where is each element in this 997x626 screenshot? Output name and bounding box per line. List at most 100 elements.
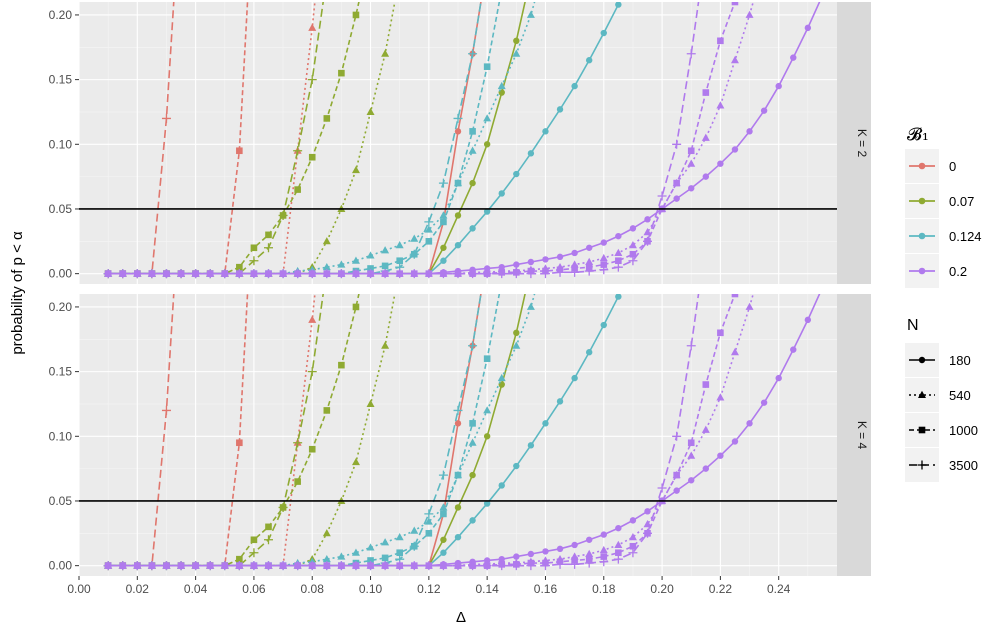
data-point xyxy=(366,251,375,259)
data-point xyxy=(542,128,549,135)
color-legend-label: 0 xyxy=(949,159,956,174)
data-point xyxy=(629,225,637,232)
data-point xyxy=(264,269,273,279)
x-axis: 0.00 0.02 0.04 0.06 0.08 0.10 0.12 0.14 0.16 0.18… xyxy=(67,576,791,596)
color-legend-title: 𝓑₁ xyxy=(907,125,929,145)
data-point xyxy=(600,261,608,268)
data-point xyxy=(688,185,695,192)
data-point xyxy=(673,487,680,494)
data-point xyxy=(236,263,243,271)
data-point xyxy=(585,57,593,64)
data-point xyxy=(716,393,725,401)
data-point xyxy=(688,477,695,484)
data-point xyxy=(395,240,404,249)
data-point xyxy=(745,302,754,310)
shape-legend-label: 3500 xyxy=(949,458,978,473)
data-point xyxy=(380,269,390,279)
data-point xyxy=(308,315,317,323)
data-point xyxy=(657,191,667,201)
data-point xyxy=(381,49,390,57)
data-point xyxy=(278,561,288,571)
facet-strip-label: K = 4 xyxy=(855,421,869,450)
shape-legend-item: 3500 xyxy=(905,448,978,482)
data-point xyxy=(338,69,345,77)
data-point xyxy=(438,269,448,279)
data-point xyxy=(513,261,520,268)
data-point xyxy=(103,269,113,279)
y-tick-label: 0.10 xyxy=(49,137,73,151)
data-point xyxy=(453,113,463,123)
y-tick-label: 0.10 xyxy=(49,429,73,443)
data-point xyxy=(584,266,594,276)
data-point xyxy=(555,267,565,277)
data-point xyxy=(468,146,477,154)
data-point xyxy=(234,269,244,279)
data-point xyxy=(381,554,389,562)
data-point xyxy=(686,49,696,59)
data-point xyxy=(482,269,492,279)
data-point xyxy=(440,257,447,264)
data-point xyxy=(527,442,535,449)
data-point xyxy=(220,269,230,279)
data-point xyxy=(657,483,667,493)
data-point xyxy=(628,532,637,541)
x-tick-label: 0.22 xyxy=(709,582,733,596)
data-point xyxy=(644,216,651,223)
data-point xyxy=(790,54,797,61)
data-point xyxy=(454,420,462,427)
data-point xyxy=(527,150,535,157)
y-tick-label: 0.20 xyxy=(49,8,73,22)
legend-key-shape xyxy=(918,390,926,398)
data-point xyxy=(380,561,390,571)
legend-key-dot xyxy=(918,197,926,205)
data-point xyxy=(440,549,447,556)
data-point xyxy=(351,548,360,556)
data-point xyxy=(702,381,710,388)
data-point xyxy=(236,439,243,447)
data-point xyxy=(760,107,768,114)
data-point xyxy=(469,128,476,135)
legend-key-shape xyxy=(917,460,927,470)
data-point xyxy=(322,237,331,245)
data-point xyxy=(409,249,419,259)
shape-legend-label: 180 xyxy=(949,353,971,368)
series-line xyxy=(108,294,482,567)
data-point xyxy=(628,240,637,249)
data-point xyxy=(294,186,301,193)
data-point xyxy=(250,536,258,544)
data-point xyxy=(147,561,157,571)
data-point xyxy=(439,211,448,219)
data-point xyxy=(555,559,565,569)
data-point xyxy=(497,81,506,90)
data-point xyxy=(264,561,273,571)
data-point xyxy=(804,316,812,324)
data-point xyxy=(702,173,710,180)
legend-key-dot xyxy=(918,232,926,240)
shape-legend-label: 540 xyxy=(949,388,971,403)
data-point xyxy=(702,465,710,472)
x-tick-label: 0.04 xyxy=(184,582,208,596)
data-point xyxy=(249,256,259,266)
data-point xyxy=(643,236,652,246)
data-point xyxy=(585,349,593,356)
data-point xyxy=(775,374,782,382)
data-point xyxy=(381,246,390,254)
shape-legend-item: 180 xyxy=(905,343,971,377)
legend-key-dot xyxy=(918,267,926,275)
data-point xyxy=(264,243,273,253)
legend-key-shape xyxy=(918,426,926,434)
data-point xyxy=(322,561,332,571)
data-point xyxy=(717,329,724,337)
data-point xyxy=(571,249,578,257)
data-point xyxy=(381,538,390,546)
data-point xyxy=(468,269,478,279)
data-point xyxy=(672,139,682,149)
data-point xyxy=(307,561,317,571)
x-tick-label: 0.24 xyxy=(767,582,791,596)
data-point xyxy=(717,37,724,45)
data-point xyxy=(731,438,739,445)
data-point xyxy=(483,114,492,122)
data-point xyxy=(687,147,695,155)
data-point xyxy=(265,523,272,531)
data-point xyxy=(615,232,622,240)
